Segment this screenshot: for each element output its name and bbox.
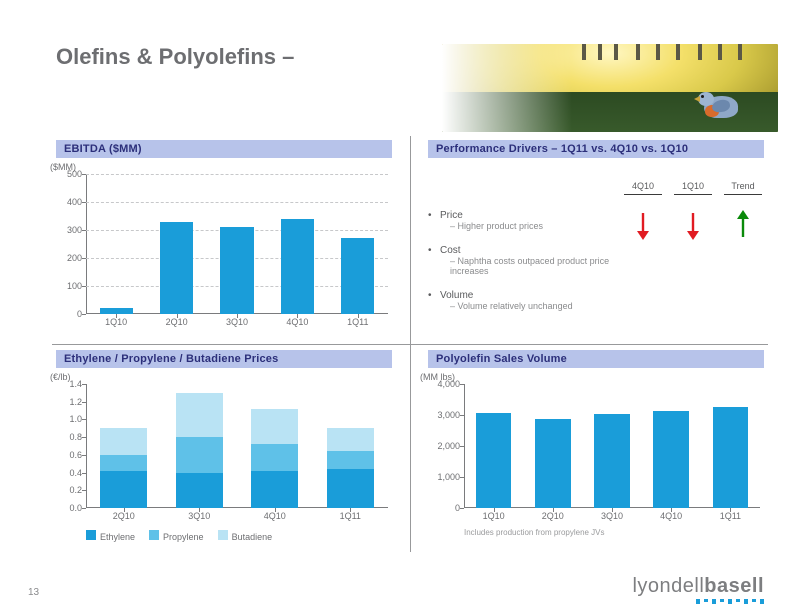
volume-chart: (MM lbs) 01,0002,0003,0004,0001Q102Q103Q… [428, 374, 764, 524]
y-unit: (€/lb) [50, 372, 71, 382]
legend-item: Propylene [149, 530, 204, 542]
stacked-bar [176, 393, 223, 508]
bar [220, 227, 253, 314]
bar [160, 222, 193, 314]
bar [476, 413, 512, 508]
brand-logo: lyondellbasell [632, 575, 764, 598]
logo-dashes-icon [696, 599, 764, 604]
stacked-bar [251, 409, 298, 508]
col-head: 4Q10 [624, 182, 662, 195]
panel-header: EBITDA ($MM) [56, 140, 392, 158]
panel-drivers: Performance Drivers – 1Q11 vs. 4Q10 vs. … [410, 140, 764, 344]
quadrant-grid: EBITDA ($MM) ($MM) 01002003004005001Q102… [56, 140, 764, 548]
hero-banner [442, 44, 778, 132]
col-head: Trend [724, 182, 762, 195]
bar [281, 219, 314, 314]
legend-item: Ethylene [86, 530, 135, 542]
bar [713, 407, 749, 508]
arrow-up-icon [724, 210, 762, 240]
arrow-down-icon [624, 210, 662, 240]
ebitda-chart: ($MM) 01002003004005001Q102Q103Q104Q101Q… [56, 164, 392, 330]
driver-row: Volume– Volume relatively unchanged [428, 290, 614, 311]
bar [653, 411, 689, 508]
prices-chart: (€/lb) 0.00.20.40.60.81.01.21.42Q103Q104… [56, 374, 392, 524]
page-title: Olefins & Polyolefins – [56, 44, 334, 70]
panel-volume: Polyolefin Sales Volume (MM lbs) 01,0002… [410, 344, 764, 548]
bar [594, 414, 630, 508]
legend-item: Butadiene [218, 530, 273, 542]
volume-footnote: Includes production from propylene JVs [464, 528, 764, 537]
logo-part-b: basell [704, 575, 764, 597]
bird-icon [698, 86, 744, 122]
panel-header: Polyolefin Sales Volume [428, 350, 764, 368]
slide: { "title": { "main": "Olefins & Polyolef… [0, 0, 792, 612]
driver-row: Price– Higher product prices [428, 210, 614, 231]
stacked-bar [327, 428, 374, 508]
bar [535, 419, 571, 508]
stacked-bar [100, 428, 147, 508]
bar [341, 238, 374, 314]
logo-part-a: lyondell [632, 575, 704, 597]
title-block: Olefins & Polyolefins – Europe, Asia, In… [56, 44, 334, 98]
panel-header: Performance Drivers – 1Q11 vs. 4Q10 vs. … [428, 140, 764, 158]
compare-col-heads: 4Q10 1Q10 Trend [624, 182, 762, 195]
compare-arrows [624, 210, 762, 240]
bar [100, 308, 133, 314]
driver-row: Cost– Naphtha costs outpaced product pri… [428, 245, 614, 276]
panel-prices: Ethylene / Propylene / Butadiene Prices … [56, 344, 410, 548]
panel-ebitda: EBITDA ($MM) ($MM) 01002003004005001Q102… [56, 140, 410, 344]
compare-rows: Price– Higher product prices Cost– Naphth… [428, 210, 614, 311]
page-number: 13 [28, 587, 39, 598]
col-head: 1Q10 [674, 182, 712, 195]
prices-legend: Ethylene Propylene Butadiene [86, 530, 392, 542]
page-subtitle: Europe, Asia, International [56, 72, 334, 98]
panel-header: Ethylene / Propylene / Butadiene Prices [56, 350, 392, 368]
arrow-down-icon [674, 210, 712, 240]
